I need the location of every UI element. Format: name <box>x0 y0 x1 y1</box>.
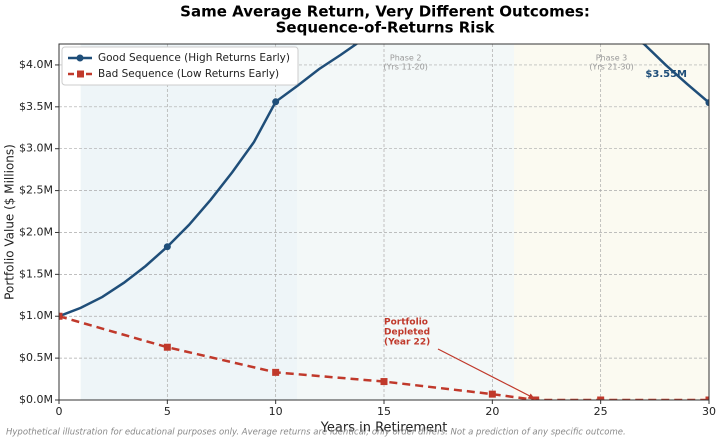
x-tick-label: 15 <box>377 405 391 418</box>
y-axis-label: Portfolio Value ($ Millions) <box>3 144 17 300</box>
x-tick-label: 30 <box>702 405 716 418</box>
annotation-arrowhead <box>527 393 536 400</box>
marker <box>597 20 604 27</box>
marker <box>59 312 63 320</box>
x-tick-label: 10 <box>269 405 283 418</box>
phase-band <box>297 44 514 400</box>
series-line <box>59 315 709 400</box>
marker <box>488 390 496 398</box>
legend-marker <box>77 70 84 78</box>
chart-title: Sequence-of-Returns Risk <box>276 19 496 37</box>
marker <box>163 343 171 351</box>
legend-box <box>61 46 299 86</box>
y-tick-label: $3.5M <box>19 100 53 113</box>
marker <box>272 98 280 106</box>
x-tick-label: 20 <box>485 405 499 418</box>
value-label: $3.55M <box>645 69 687 80</box>
y-tick-label: $2.0M <box>19 225 53 238</box>
annotation-text: Depleted <box>384 328 430 338</box>
marker <box>163 243 171 251</box>
chart-title: Same Average Return, Very Different Outc… <box>180 3 590 21</box>
y-tick-label: $0.5M <box>19 351 53 364</box>
marker <box>380 378 388 386</box>
annotation-text: (Year 22) <box>384 338 430 348</box>
marker <box>532 396 540 400</box>
x-tick-label: 25 <box>594 405 608 418</box>
legend-label: Bad Sequence (Low Returns Early) <box>98 68 279 80</box>
marker <box>597 396 605 400</box>
phase-range: (Yrs 21-30) <box>589 63 633 72</box>
y-tick-label: $1.0M <box>19 309 53 322</box>
phase-label: Phase 2 <box>390 54 422 63</box>
y-tick-label: $3.0M <box>19 142 53 155</box>
plot-frame <box>58 43 710 401</box>
annotation-text: Portfolio <box>384 318 428 328</box>
x-axis-label: Years in Retirement <box>320 421 448 436</box>
y-tick-label: $0.0M <box>19 393 53 406</box>
phase-band <box>80 44 298 400</box>
marker <box>705 396 709 400</box>
legend-label: Good Sequence (High Returns Early) <box>98 52 290 64</box>
y-tick-label: $1.5M <box>19 267 53 280</box>
y-tick-label: $4.0M <box>19 58 53 71</box>
marker <box>705 99 709 107</box>
footnote: Hypothetical illustration for educationa… <box>6 428 626 438</box>
marker <box>272 368 280 376</box>
legend-marker <box>76 54 84 62</box>
phase-range: (Yrs 11-20) <box>383 63 427 72</box>
x-tick-label: 0 <box>56 405 63 418</box>
phase-band <box>514 44 709 400</box>
annotation-arrow <box>437 348 534 399</box>
phase-label: Phase 3 <box>596 54 628 63</box>
x-tick-label: 5 <box>164 405 171 418</box>
y-tick-label: $2.5M <box>19 184 53 197</box>
